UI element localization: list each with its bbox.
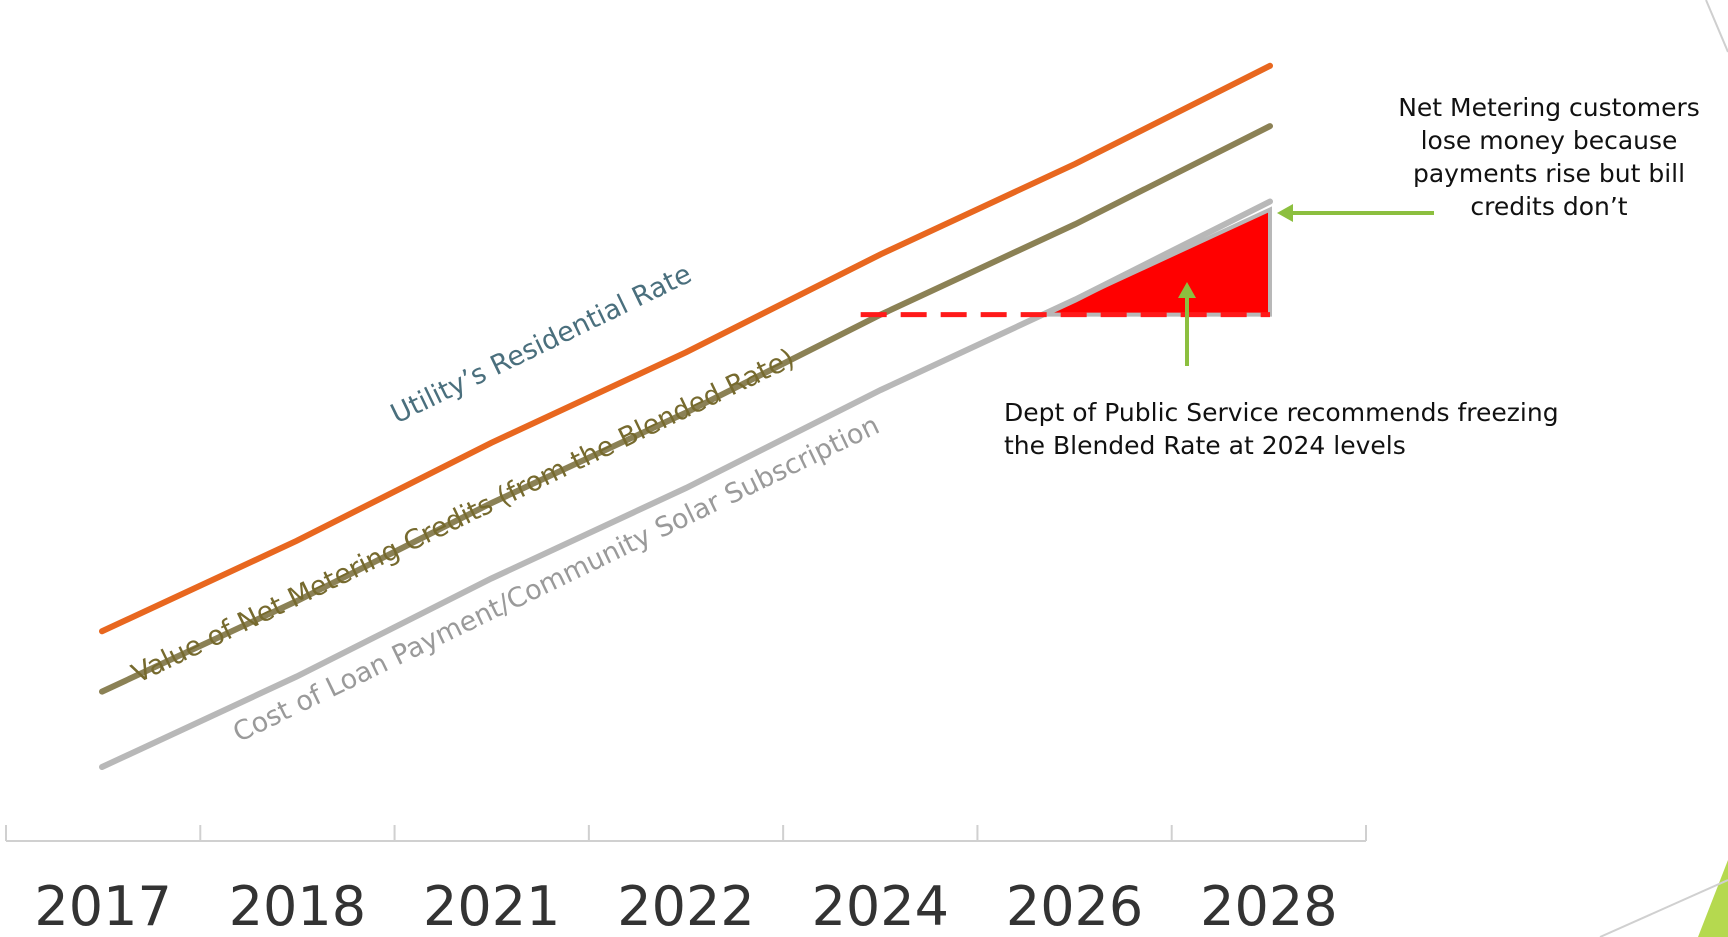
loss-arrow-head [1277, 204, 1293, 222]
x-tick-label: 2018 [229, 875, 366, 937]
series-line-0 [99, 62, 1273, 635]
corner-line-bottom [1599, 879, 1728, 937]
series-label-0: Utility’s Residential Rate [386, 259, 696, 431]
x-tick-label: 2028 [1200, 875, 1337, 937]
freeze-arrow-head [1178, 282, 1196, 298]
corner-accent-green [1698, 860, 1728, 937]
loss-annotation: Net Metering customers lose money becaus… [1398, 93, 1700, 221]
corner-line-top [1705, 0, 1728, 53]
x-tick-label: 2026 [1006, 875, 1143, 937]
freeze-arrow [1178, 282, 1196, 366]
series-lines-layer [99, 62, 1273, 770]
x-tick-label: 2024 [812, 875, 949, 937]
series-line-1 [99, 123, 1273, 695]
loss-arrow [1277, 204, 1434, 222]
x-tick-label: 2017 [34, 875, 171, 937]
corner-decoration [1599, 0, 1728, 937]
annotation-arrows [1178, 204, 1434, 366]
freeze-annotation: Dept of Public Service recommends freezi… [1004, 398, 1559, 460]
x-tick-label: 2021 [423, 875, 560, 937]
series-line-2 [99, 198, 1273, 770]
x-axis: 2017 2018 2021 2022 2024 2026 2028 [5, 825, 1367, 937]
x-tick-label: 2022 [617, 875, 754, 937]
